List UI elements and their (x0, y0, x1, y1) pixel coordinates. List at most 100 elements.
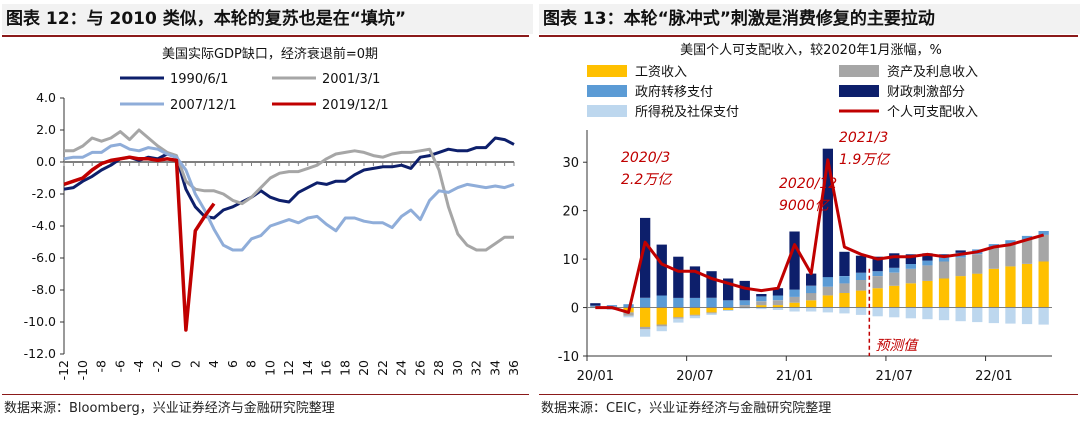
legend-label-资产及利息收入: 资产及利息收入 (887, 64, 978, 80)
bar-工资收入 (640, 307, 651, 327)
y-tick-label: 0.0 (36, 154, 56, 169)
y-tick-label: -12.0 (24, 346, 56, 361)
left-chart-title: 图表 12：与 2010 类似，本轮的复苏也是在“填坑” (2, 4, 533, 34)
bar-资产及利息收入 (739, 305, 750, 308)
bar-工资收入 (806, 300, 817, 308)
legend-label-财政刺激部分: 财政刺激部分 (887, 85, 965, 100)
legend-swatch-资产及利息收入 (839, 65, 879, 77)
bar-资产及利息收入 (789, 296, 800, 303)
bar-所得税及社保支付 (855, 307, 867, 315)
bar-所得税及社保支付 (905, 307, 916, 319)
bar-工资收入 (723, 307, 734, 310)
bar-所得税及社保支付 (673, 318, 684, 323)
x-tick-label: 20/07 (676, 369, 713, 384)
bar-所得税及社保支付 (806, 307, 817, 312)
bar-所得税及社保支付 (623, 315, 634, 318)
bar-财政刺激部分 (656, 244, 667, 296)
y-tick-label: 2.0 (36, 122, 56, 137)
bar-工资收入 (889, 285, 900, 308)
annotation-date: 2021/3 (839, 130, 888, 146)
legend-swatch-政府转移支付 (587, 85, 627, 97)
left-source-note: 数据来源：Bloomberg，兴业证券经济与金融研究院整理 (4, 401, 335, 416)
x-tick-label: -10 (75, 360, 90, 380)
bar-资产及利息收入 (806, 293, 817, 301)
x-tick-label: 20/01 (577, 369, 614, 384)
bar-所得税及社保支付 (689, 315, 701, 319)
legend-label-2001/3/1: 2001/3/1 (322, 72, 380, 87)
bar-资产及利息收入 (988, 248, 999, 269)
bar-所得税及社保支付 (772, 307, 784, 310)
bar-财政刺激部分 (872, 256, 883, 272)
bar-财政刺激部分 (706, 271, 717, 298)
x-tick-label: 12 (281, 360, 296, 376)
forecast-label: 预测值 (875, 338, 919, 354)
bar-工资收入 (789, 302, 800, 308)
bar-政府转移支付 (855, 272, 867, 280)
bar-资产及利息收入 (872, 276, 883, 289)
y-tick-label: -4.0 (32, 218, 56, 233)
bar-所得税及社保支付 (972, 307, 983, 323)
bar-财政刺激部分 (955, 250, 966, 253)
bar-所得税及社保支付 (1005, 307, 1016, 324)
bar-工资收入 (756, 305, 767, 308)
bar-所得税及社保支付 (739, 307, 750, 309)
bar-政府转移支付 (1021, 235, 1033, 240)
bar-资产及利息收入 (905, 268, 916, 284)
bar-政府转移支付 (889, 267, 900, 273)
bar-所得税及社保支付 (706, 313, 717, 315)
bar-工资收入 (673, 307, 684, 318)
left-chart-subtitle: 美国实际GDP缺口，经济衰退前=0期 (162, 46, 378, 62)
bar-工资收入 (905, 283, 916, 308)
x-tick-label: 36 (506, 360, 521, 376)
x-tick-label: 34 (487, 360, 502, 376)
x-tick-label: 8 (244, 360, 259, 368)
left-source-rule (2, 394, 529, 395)
bar-资产及利息收入 (938, 261, 950, 279)
bar-资产及利息收入 (955, 257, 966, 277)
bar-财政刺激部分 (590, 303, 601, 306)
x-tick-label: 24 (394, 360, 409, 376)
bar-工资收入 (1021, 264, 1033, 308)
annotation-amount: 2.2万亿 (621, 172, 673, 188)
bar-政府转移支付 (839, 276, 850, 284)
bar-所得税及社保支付 (955, 307, 966, 322)
right-chart-title: 图表 13：本轮“脉冲式”刺激是消费修复的主要拉动 (539, 4, 1080, 34)
x-tick-label: 28 (431, 360, 446, 376)
bar-政府转移支付 (872, 271, 883, 276)
x-tick-label: 21/01 (776, 369, 813, 384)
legend-label-政府转移支付: 政府转移支付 (635, 85, 713, 100)
x-tick-label: 14 (300, 360, 315, 376)
y-tick-label: 4.0 (36, 90, 56, 105)
legend-label-工资收入: 工资收入 (635, 65, 687, 80)
bar-资产及利息收入 (1038, 234, 1049, 262)
bar-财政刺激部分 (640, 217, 651, 298)
bar-资产及利息收入 (839, 283, 850, 293)
legend-swatch-工资收入 (587, 65, 627, 77)
bar-财政刺激部分 (855, 255, 867, 273)
annotation-amount: 9000亿 (779, 198, 831, 214)
bar-政府转移支付 (640, 297, 651, 308)
bar-政府转移支付 (938, 256, 950, 262)
bar-财政刺激部分 (905, 254, 916, 264)
x-tick-label: 21/07 (875, 369, 912, 384)
bar-工资收入 (972, 273, 983, 308)
bar-所得税及社保支付 (789, 307, 800, 312)
bar-政府转移支付 (1005, 240, 1016, 245)
bar-政府转移支付 (905, 264, 916, 269)
x-tick-label: 0 (169, 360, 184, 368)
bar-政府转移支付 (606, 305, 618, 307)
bar-所得税及社保支付 (640, 329, 651, 337)
annotation-date: 2020/12 (779, 176, 837, 192)
legend-label-所得税及社保支付: 所得税及社保支付 (635, 104, 739, 120)
bar-政府转移支付 (1038, 231, 1049, 235)
y-tick-label: 0 (571, 302, 579, 317)
bar-所得税及社保支付 (839, 307, 850, 314)
bar-财政刺激部分 (822, 148, 833, 278)
bar-政府转移支付 (772, 295, 784, 301)
bar-所得税及社保支付 (822, 307, 833, 313)
bar-财政刺激部分 (739, 280, 750, 301)
y-tick-label: -10.0 (24, 314, 56, 329)
bar-所得税及社保支付 (756, 307, 767, 310)
right-title-rule (539, 35, 1078, 37)
legend-swatch-财政刺激部分 (839, 85, 879, 97)
